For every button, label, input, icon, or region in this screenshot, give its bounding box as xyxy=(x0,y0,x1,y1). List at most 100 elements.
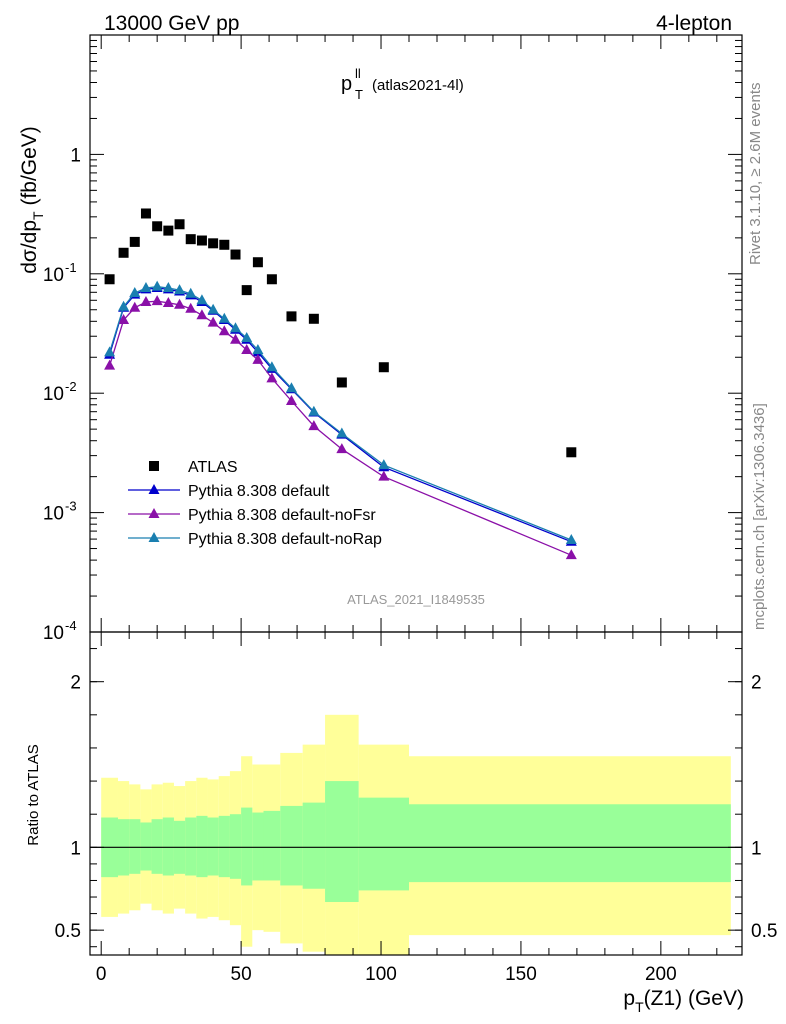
ratio-band-inner xyxy=(280,805,303,886)
svg-text:dσ/dpT (fb/GeV): dσ/dpT (fb/GeV) xyxy=(18,126,46,274)
data-point-pythia-8-308-default-nofsr xyxy=(104,359,116,370)
legend-label-pythia-8-308-default-nofsr: Pythia 8.308 default-noFsr xyxy=(188,507,376,524)
y-tick-label-exponent: -3 xyxy=(65,499,77,514)
x-tick-label: 0 xyxy=(96,964,107,985)
data-point-atlas xyxy=(252,257,263,268)
ratio-band-inner xyxy=(263,810,281,881)
ratio-y-tick-label-right: 2 xyxy=(751,673,762,694)
data-point-pythia-8-308-default-norap xyxy=(266,361,278,372)
data-point-pythia-8-308-default-nofsr xyxy=(336,443,348,454)
ratio-axes: 0.5 0.5 1 1 2 2 0 50 100 150 200 xyxy=(55,632,777,985)
data-point-atlas xyxy=(308,313,319,324)
data-point-atlas xyxy=(286,311,297,322)
x-tick-label: 100 xyxy=(365,964,397,985)
svg-text:pT(Z1) (GeV): pT(Z1) (GeV) xyxy=(623,987,744,1015)
ratio-band-inner xyxy=(151,819,163,874)
data-point-atlas xyxy=(566,447,577,458)
data-point-pythia-8-308-default-norap xyxy=(196,294,208,305)
header-right: 4-lepton xyxy=(656,12,732,35)
plot-title-tag: (atlas2021-4l) xyxy=(372,77,464,94)
ratio-ylabel: Ratio to ATLAS xyxy=(25,744,42,845)
y-tick-label: 10 xyxy=(43,265,64,286)
legend-marker-atlas xyxy=(149,461,159,471)
data-point-pythia-8-308-default-norap xyxy=(285,382,297,393)
data-point-atlas xyxy=(174,219,185,230)
ratio-band-inner xyxy=(162,817,174,876)
data-point-atlas xyxy=(266,274,277,285)
data-point-pythia-8-308-default-norap xyxy=(207,303,219,314)
ratio-band-inner xyxy=(229,814,242,879)
data-point-pythia-8-308-default-norap xyxy=(230,322,242,333)
data-point-pythia-8-308-default-norap xyxy=(252,344,264,355)
data-point-pythia-8-308-default-norap xyxy=(151,280,163,291)
side-label-bottom: mcplots.cern.ch [arXiv:1306.3436] xyxy=(751,403,768,630)
y-tick-label: 10 xyxy=(43,504,64,525)
data-point-pythia-8-308-default-norap xyxy=(162,282,174,293)
ratio-band-inner xyxy=(129,819,141,874)
ratio-y-tick-label: 1 xyxy=(70,838,81,859)
data-point-atlas xyxy=(219,239,230,250)
main-ylabel: dσ/dpT (fb/GeV) xyxy=(18,126,46,274)
plot-title-sup: ll xyxy=(355,66,361,81)
legend-label-pythia-8-308-default-norap: Pythia 8.308 default-noRap xyxy=(188,531,382,548)
main-panel: 10 -410 -310 -210 -11 ATLAS Pythia 8.308 defa… xyxy=(43,34,743,644)
y-tick-label: 10 xyxy=(43,623,64,644)
data-point-atlas xyxy=(336,377,347,388)
ratio-y-tick-label: 0.5 xyxy=(55,921,81,942)
data-point-atlas xyxy=(152,221,163,232)
y-tick-label-exponent: -1 xyxy=(65,260,77,275)
legend-marker-pythia-8-308-default xyxy=(148,484,160,494)
ratio-band-inner xyxy=(140,822,152,871)
data-point-pythia-8-308-default-nofsr xyxy=(140,296,152,307)
data-point-pythia-8-308-default-norap xyxy=(565,533,577,544)
ratio-band-inner xyxy=(302,802,326,889)
data-point-atlas xyxy=(185,234,196,245)
legend-label-pythia-8-308-default: Pythia 8.308 default xyxy=(188,483,330,500)
data-point-pythia-8-308-default-nofsr xyxy=(252,353,264,364)
data-point-atlas xyxy=(230,249,241,260)
data-point-pythia-8-308-default-norap xyxy=(104,346,116,357)
ratio-y-tick-label: 2 xyxy=(70,673,81,694)
ratio-y-tick-label-right: 1 xyxy=(751,838,762,859)
data-point-atlas xyxy=(163,225,174,236)
data-point-atlas xyxy=(196,235,207,246)
data-point-pythia-8-308-default-nofsr xyxy=(151,295,163,306)
plot-title-main: p xyxy=(341,73,352,95)
data-point-pythia-8-308-default-nofsr xyxy=(378,470,390,481)
ratio-band-inner xyxy=(358,797,410,891)
data-point-pythia-8-308-default-nofsr xyxy=(129,301,141,312)
ratio-band-inner xyxy=(409,804,731,883)
data-point-pythia-8-308-default-norap xyxy=(218,312,230,323)
legend-marker-pythia-8-308-default-norap xyxy=(148,532,160,542)
data-point-atlas xyxy=(378,362,389,373)
data-point-atlas xyxy=(140,208,151,219)
ratio-band-inner xyxy=(325,781,359,902)
data-point-pythia-8-308-default-nofsr xyxy=(207,316,219,327)
data-point-pythia-8-308-default-nofsr xyxy=(218,325,230,336)
data-point-pythia-8-308-default-norap xyxy=(336,427,348,438)
data-point-pythia-8-308-default-nofsr xyxy=(162,296,174,307)
analysis-watermark: ATLAS_2021_I1849535 xyxy=(347,592,485,607)
plot-title: p ll T (atlas2021-4l) xyxy=(341,66,464,102)
ratio-band-inner xyxy=(252,812,264,881)
data-point-pythia-8-308-default-norap xyxy=(185,287,197,298)
data-point-pythia-8-308-default-nofsr xyxy=(185,302,197,313)
data-point-pythia-8-308-default-norap xyxy=(378,459,390,470)
data-point-atlas xyxy=(208,238,219,249)
data-point-pythia-8-308-default-nofsr xyxy=(308,420,320,431)
data-point-pythia-8-308-default-norap xyxy=(241,331,253,342)
plot-title-sub: T xyxy=(355,87,363,102)
ratio-band-inner xyxy=(185,817,197,876)
legend-label-atlas: ATLAS xyxy=(188,459,238,476)
data-point-atlas xyxy=(129,236,140,247)
main-axes: 10 -410 -310 -210 -11 xyxy=(43,34,742,644)
x-tick-label: 150 xyxy=(505,964,537,985)
ratio-bands xyxy=(90,714,742,955)
data-point-atlas xyxy=(104,274,115,285)
legend: ATLAS Pythia 8.308 default Pythia 8.308 de… xyxy=(128,459,382,548)
x-tick-label: 200 xyxy=(645,964,677,985)
data-point-atlas xyxy=(118,247,129,258)
ratio-frame xyxy=(89,631,743,956)
y-tick-label: 10 xyxy=(43,384,64,405)
